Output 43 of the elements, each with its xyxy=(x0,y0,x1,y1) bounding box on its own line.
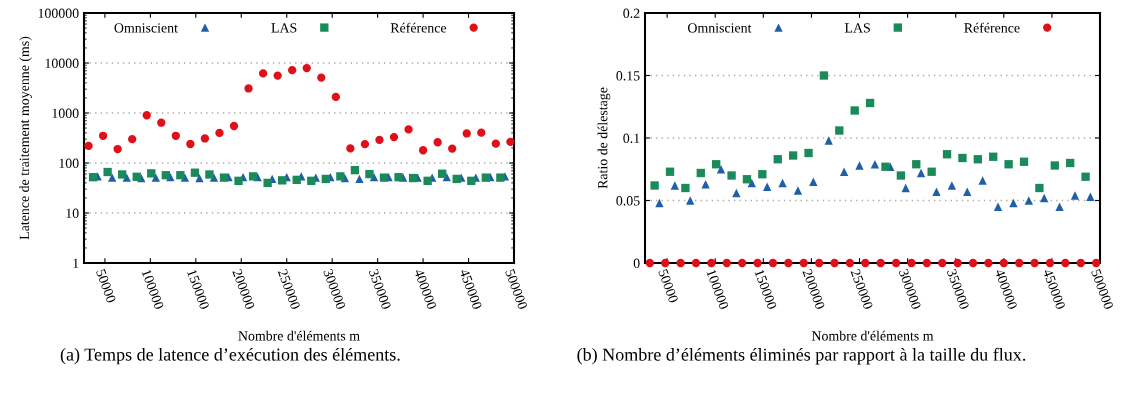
y-tick-label: 0.2 xyxy=(623,8,640,19)
y-tick-label: 10000 xyxy=(45,58,79,68)
y-tick-label: 10 xyxy=(66,208,79,218)
legend-label: Omniscient xyxy=(114,23,178,33)
x-tick-label: 100000 xyxy=(706,269,729,310)
legend-label: LAS xyxy=(844,23,870,33)
y-tick-label: 100 xyxy=(59,158,79,168)
x-tick-label: 450000 xyxy=(1042,268,1066,310)
x-tick-label: 350000 xyxy=(946,268,970,310)
x-tick-label: 200000 xyxy=(232,268,255,310)
x-tick-label: 50000 xyxy=(658,268,679,304)
legend-label: Référence xyxy=(390,22,447,33)
x-tick-label: 300000 xyxy=(898,268,922,310)
x-tick-label: 50000 xyxy=(96,268,117,304)
y-tick-label: 0 xyxy=(633,258,640,268)
y-tick-label: 1000 xyxy=(52,108,79,118)
x-tick-label: 500000 xyxy=(1091,268,1114,310)
legend-label: Référence xyxy=(964,22,1020,33)
text: (a) Temps de latence d’exécution des éléments. xyxy=(60,347,400,365)
x-tick-label: 400000 xyxy=(414,268,437,310)
x-tick-label: 150000 xyxy=(754,269,778,310)
x-tick-label: 300000 xyxy=(323,268,346,310)
x-tick-label: 350000 xyxy=(368,268,392,310)
x-tick-label: 150000 xyxy=(187,269,210,310)
x-tick-label: 200000 xyxy=(802,268,826,310)
x-tick-label: 400000 xyxy=(994,268,1018,310)
y-tick-label: 1 xyxy=(73,258,79,268)
y-tick-label: 100000 xyxy=(38,8,79,18)
text: (b) Nombre d’éléments éliminés par rapport à la taille du flux. xyxy=(577,347,1026,365)
x-tick-label: 500000 xyxy=(505,268,528,310)
legend-label: LAS xyxy=(271,23,297,33)
x-tick-label: 450000 xyxy=(459,268,483,310)
y-axis-title: Latence de traitement moyenne (ms) xyxy=(19,36,32,240)
y-axis-title: Ratio de délestage xyxy=(597,87,611,189)
x-axis-title: Nombre d'éléments m xyxy=(811,330,934,341)
legend-label: Omniscient xyxy=(687,23,752,33)
y-tick-label: 0.15 xyxy=(616,71,640,81)
y-tick-label: 0.05 xyxy=(616,196,640,206)
x-axis-title: Nombre d'éléments m xyxy=(238,330,360,341)
x-tick-label: 100000 xyxy=(141,269,165,310)
y-tick-label: 0.1 xyxy=(623,133,640,144)
x-tick-label: 250000 xyxy=(277,268,301,310)
x-tick-label: 250000 xyxy=(850,268,874,310)
